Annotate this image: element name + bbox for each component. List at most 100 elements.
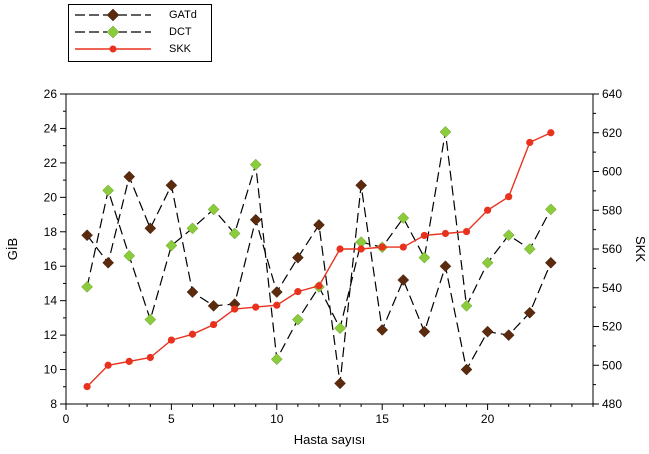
data-point-skk xyxy=(294,288,302,296)
data-point-gatd xyxy=(102,256,115,269)
data-point-dct xyxy=(544,203,557,216)
data-point-skk xyxy=(188,330,197,338)
data-point-gatd xyxy=(249,213,262,226)
y2-axis-label: SKK xyxy=(633,236,648,262)
data-point-gatd xyxy=(81,229,93,242)
data-point-skk xyxy=(378,243,386,251)
data-point-gatd xyxy=(376,324,389,336)
data-point-skk xyxy=(104,361,112,369)
data-point-dct xyxy=(397,212,410,224)
y2-tick-label: 520 xyxy=(602,320,622,334)
data-point-gatd xyxy=(355,179,367,192)
x-tick-label: 20 xyxy=(481,412,495,426)
data-point-dct xyxy=(439,126,452,138)
data-point-skk xyxy=(231,305,239,313)
series-line-dct xyxy=(86,131,552,362)
data-point-skk xyxy=(336,245,344,253)
data-point-gatd xyxy=(270,286,283,298)
y2-tick-label: 580 xyxy=(602,203,622,217)
legend: GATd DCT SKK xyxy=(68,4,212,62)
data-point-gatd xyxy=(460,363,473,376)
x-tick-label: 0 xyxy=(63,412,70,426)
data-point-dct xyxy=(81,281,93,293)
data-point-skk xyxy=(83,382,91,391)
legend-label-gatd: GATd xyxy=(169,9,197,21)
y-tick-label: 16 xyxy=(44,259,58,273)
legend-label-skk: SKK xyxy=(169,43,192,55)
y2-tick-label: 640 xyxy=(602,87,622,101)
data-point-gatd xyxy=(292,251,304,264)
y2-tick-label: 540 xyxy=(602,281,622,295)
data-point-gatd xyxy=(481,325,494,338)
data-point-skk xyxy=(441,229,450,238)
x-tick-label: 10 xyxy=(270,412,284,426)
data-point-dct xyxy=(334,322,346,335)
data-point-dct xyxy=(502,229,515,242)
data-point-gatd xyxy=(165,179,178,192)
legend-swatch-skk xyxy=(75,45,151,53)
data-point-dct xyxy=(481,256,494,269)
y-tick-label: 22 xyxy=(44,156,58,170)
data-point-dct xyxy=(144,313,157,326)
y-tick-label: 24 xyxy=(44,121,58,135)
x-tick-label: 5 xyxy=(168,412,175,426)
plot-frame xyxy=(65,93,594,405)
y-tick-label: 10 xyxy=(44,363,58,377)
y2-tick-label: 500 xyxy=(602,358,622,372)
data-point-gatd xyxy=(207,299,220,312)
data-point-dct xyxy=(292,313,304,326)
data-point-skk xyxy=(399,243,407,251)
data-point-dct xyxy=(165,239,178,252)
legend-label-dct: DCT xyxy=(169,26,192,38)
y2-tick-label: 560 xyxy=(602,242,622,256)
data-point-skk xyxy=(125,357,133,365)
legend-swatch-gatd xyxy=(75,8,151,22)
y-tick-label: 12 xyxy=(44,328,58,342)
data-point-dct xyxy=(228,227,241,240)
data-point-skk xyxy=(209,320,218,329)
y2-tick-label: 620 xyxy=(602,126,622,140)
data-point-skk xyxy=(547,129,555,137)
x-tick-label: 15 xyxy=(376,412,390,426)
y-axis-label: GİB xyxy=(5,238,20,260)
data-point-dct xyxy=(102,184,115,197)
data-point-skk xyxy=(357,245,365,253)
data-point-skk xyxy=(526,138,534,147)
y-tick-label: 20 xyxy=(44,190,58,204)
data-point-gatd xyxy=(144,222,157,235)
y2-tick-label: 600 xyxy=(602,165,622,179)
data-point-skk xyxy=(252,303,260,311)
data-point-skk xyxy=(462,227,471,236)
data-point-skk xyxy=(146,353,154,362)
data-point-skk xyxy=(167,336,175,344)
data-point-dct xyxy=(523,243,536,255)
data-point-dct xyxy=(123,250,136,262)
legend-item-skk: SKK xyxy=(69,41,209,57)
legend-item-gatd: GATd xyxy=(69,7,209,23)
y-tick-label: 14 xyxy=(44,294,58,308)
data-point-gatd xyxy=(544,256,557,269)
data-point-gatd xyxy=(123,170,136,183)
data-point-skk xyxy=(420,231,428,240)
data-point-dct xyxy=(460,299,473,312)
data-point-dct xyxy=(186,222,199,235)
data-point-gatd xyxy=(334,377,346,390)
legend-swatch-dct xyxy=(75,25,151,39)
data-point-skk xyxy=(315,282,323,290)
data-point-gatd xyxy=(523,306,536,319)
data-point-dct xyxy=(418,251,431,264)
y-tick-label: 18 xyxy=(44,225,58,239)
legend-item-dct: DCT xyxy=(69,24,209,40)
y2-tick-label: 480 xyxy=(602,397,622,411)
data-point-gatd xyxy=(186,286,199,298)
y-tick-label: 26 xyxy=(44,87,58,101)
data-point-dct xyxy=(207,203,220,216)
x-axis-label: Hasta sayısı xyxy=(294,432,366,447)
data-point-skk xyxy=(484,206,492,214)
data-point-gatd xyxy=(397,274,410,286)
series-line-skk xyxy=(86,132,552,388)
data-point-gatd xyxy=(439,260,452,273)
data-point-gatd xyxy=(502,329,515,341)
data-point-dct xyxy=(270,353,283,366)
